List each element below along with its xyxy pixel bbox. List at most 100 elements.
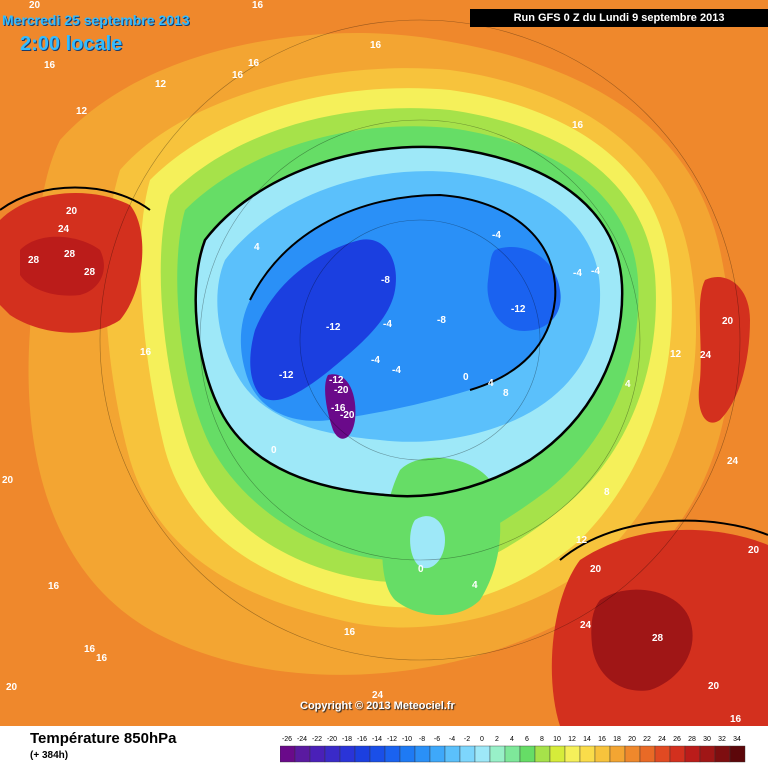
map-label: 20 <box>6 682 18 693</box>
zone-minus-20 <box>325 374 356 439</box>
legend-swatch <box>519 745 536 763</box>
legend-swatch <box>489 745 506 763</box>
map-label: 20 <box>29 0 41 11</box>
map-label: 28 <box>652 633 664 644</box>
map-label: 16 <box>44 60 56 71</box>
map-label: 16 <box>232 70 244 81</box>
legend-swatch <box>549 745 566 763</box>
legend-swatch <box>474 745 491 763</box>
legend-swatch <box>579 745 596 763</box>
map-label: -4 <box>492 230 501 241</box>
zone-east-warm <box>698 276 750 423</box>
map-label: -4 <box>392 365 401 376</box>
map-footer: Température 850hPa (+ 384h) -26 -24 -22 -20… <box>0 726 768 768</box>
legend-swatch <box>429 745 446 763</box>
legend-swatch <box>399 745 416 763</box>
map-label: 12 <box>76 106 88 117</box>
map-label: 0 <box>418 564 424 575</box>
map-label: -4 <box>591 266 600 277</box>
temperature-map: 20 16 16 16 12 16 16 12 16 20 24 28 28 2… <box>0 0 768 726</box>
map-label: 28 <box>84 267 96 278</box>
legend-swatch <box>369 745 386 763</box>
map-label: 16 <box>140 347 152 358</box>
legend-tick-label: -8 <box>419 736 425 743</box>
legend-tick-label: 6 <box>525 736 529 743</box>
legend-tick-label: 34 <box>733 736 741 743</box>
map-canvas: 20 16 16 16 12 16 16 12 16 20 24 28 28 2… <box>0 0 768 726</box>
legend-tick-label: 16 <box>598 736 606 743</box>
zone-minus-12-west <box>250 239 396 401</box>
map-label: 8 <box>604 487 610 498</box>
legend-tick-label: -12 <box>387 736 397 743</box>
map-label: 16 <box>572 120 584 131</box>
legend-swatch <box>714 745 731 763</box>
map-label: 16 <box>252 0 264 11</box>
map-label: 16 <box>344 627 356 638</box>
legend-tick-label: 4 <box>510 736 514 743</box>
legend-swatch <box>684 745 701 763</box>
map-label: 16 <box>730 714 742 725</box>
legend-swatch <box>294 745 311 763</box>
map-label: 4 <box>254 242 260 253</box>
map-label: 16 <box>84 644 96 655</box>
run-info: Run GFS 0 Z du Lundi 9 septembre 2013 <box>470 9 768 27</box>
map-label: -12 <box>329 375 344 386</box>
zone-minus-12-east <box>487 246 561 331</box>
legend-swatch <box>444 745 461 763</box>
legend-tick-label: 24 <box>658 736 666 743</box>
legend-swatch <box>564 745 581 763</box>
local-time: 2:00 locale <box>20 33 123 55</box>
map-label: 24 <box>727 456 739 467</box>
copyright-text: Copyright © 2013 Meteociel.fr <box>300 700 455 712</box>
legend-tick-label: 22 <box>643 736 651 743</box>
contour-asia <box>559 519 768 561</box>
map-label: 4 <box>625 379 631 390</box>
map-label: 8 <box>503 388 509 399</box>
zone-asia-28 <box>591 589 693 691</box>
legend-swatch <box>594 745 611 763</box>
map-label: -16 <box>331 403 346 414</box>
graticule-ring-1 <box>299 219 541 461</box>
legend-swatch <box>729 745 746 763</box>
map-label: 20 <box>708 681 720 692</box>
graticule-ring-2 <box>199 119 641 561</box>
parameter-title: Température 850hPa <box>30 730 177 747</box>
legend-tick-label: 14 <box>583 736 591 743</box>
zone-europe-0 <box>410 516 445 569</box>
zone-na-28 <box>20 236 104 296</box>
legend-tick-label: -16 <box>357 736 367 743</box>
legend-tick-label: 28 <box>688 736 696 743</box>
legend-tick-label: -18 <box>342 736 352 743</box>
legend-swatch <box>534 745 551 763</box>
legend-swatch <box>414 745 431 763</box>
forecast-date: Mercredi 25 septembre 2013 <box>2 12 190 28</box>
map-label: 12 <box>155 79 167 90</box>
contour-main <box>249 193 557 391</box>
color-legend: -26 -24 -22 -20 -18 -16 -14 -12 -10 -8 -6 -4 -2 0 2 4 6 8… <box>280 736 746 763</box>
legend-tick-label: 26 <box>673 736 681 743</box>
legend-tick-label: 8 <box>540 736 544 743</box>
map-label: 24 <box>700 350 712 361</box>
legend-swatch <box>624 745 641 763</box>
map-label: -4 <box>371 355 380 366</box>
legend-swatch <box>639 745 656 763</box>
map-label: 12 <box>670 349 682 360</box>
map-label: 0 <box>271 445 277 456</box>
map-label: -4 <box>383 319 392 330</box>
map-label: -8 <box>381 275 390 286</box>
map-label: 24 <box>372 690 384 701</box>
legend-tick-label: -26 <box>282 736 292 743</box>
map-label: 20 <box>590 564 602 575</box>
legend-swatch <box>354 745 371 763</box>
legend-tick-label: 10 <box>553 736 561 743</box>
legend-tick-label: -14 <box>372 736 382 743</box>
map-label: 16 <box>48 581 60 592</box>
map-label: 28 <box>28 255 40 266</box>
map-label: -12 <box>511 304 526 315</box>
legend-tick-label: 0 <box>480 736 484 743</box>
contour-zero <box>194 145 624 498</box>
legend-tick-label: 2 <box>495 736 499 743</box>
legend-tick-label: -20 <box>327 736 337 743</box>
legend-swatch <box>280 745 296 763</box>
map-label: 16 <box>96 653 108 664</box>
